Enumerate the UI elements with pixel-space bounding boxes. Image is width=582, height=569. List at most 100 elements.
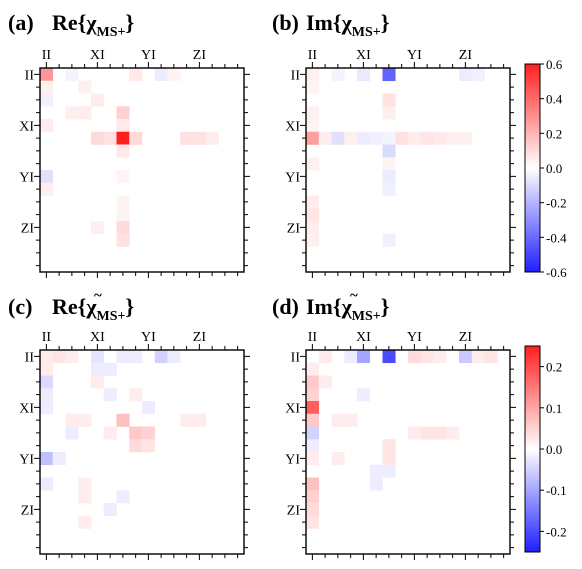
- heatmap-cell: [306, 157, 320, 171]
- heatmap-cell: [306, 413, 320, 427]
- heatmap-cell: [306, 490, 320, 504]
- y-tick-label: ZI: [21, 221, 35, 236]
- x-tick-label: ZI: [459, 330, 473, 345]
- x-tick-label: YI: [141, 48, 156, 63]
- heatmap-cell: [382, 439, 396, 453]
- y-tick-label: YI: [19, 170, 34, 185]
- heatmap-cell: [116, 144, 130, 158]
- y-tick-label: II: [25, 68, 35, 83]
- colorbar-tick-label: 0.2: [546, 360, 562, 375]
- x-tick-label: ZI: [459, 48, 473, 63]
- panel-title: Re{χMS+}: [52, 10, 134, 40]
- heatmap-cell: [408, 426, 422, 440]
- heatmap-cell: [306, 195, 320, 209]
- panel-a: II II XI XI YI YI ZI ZI (a) Re{χMS+}: [8, 10, 250, 278]
- heatmap-cell: [331, 131, 345, 145]
- heatmap-cell: [306, 106, 320, 120]
- heatmap-cell: [420, 426, 434, 440]
- x-tick-label: XI: [356, 48, 371, 63]
- y-tick-label: XI: [19, 119, 34, 134]
- panel-title: Im{χMS+}: [306, 294, 389, 324]
- heatmap-cell: [40, 362, 54, 376]
- plot-frame: [39, 349, 245, 555]
- colorbar-tick-label: -0.2: [546, 196, 567, 211]
- heatmap-cell: [180, 131, 194, 145]
- y-tick-label: XI: [19, 401, 34, 416]
- heatmap-cell: [116, 490, 130, 504]
- x-tick-label: XI: [90, 330, 105, 345]
- x-tick-label: II: [308, 330, 318, 345]
- heatmap-cell: [382, 233, 396, 247]
- panel-d: II II XI XI YI YI ZI ZI (d) Im{χMS+}~: [272, 288, 516, 560]
- heatmap-cell: [306, 208, 320, 222]
- heatmap-cell: [180, 413, 194, 427]
- heatmap-cell: [369, 131, 383, 145]
- y-tick-label: II: [291, 350, 301, 365]
- heatmap-cell: [306, 439, 320, 453]
- heatmap-cell: [40, 477, 54, 491]
- panel-label: (d): [272, 294, 299, 319]
- heatmap-cell: [446, 131, 460, 145]
- y-tick-label: II: [25, 350, 35, 365]
- heatmap-cell: [459, 350, 473, 364]
- heatmap-cell: [167, 68, 181, 82]
- plot-frame: [305, 349, 511, 555]
- x-tick-label: II: [42, 48, 52, 63]
- heatmap-cell: [382, 144, 396, 158]
- heatmap-cell: [408, 131, 422, 145]
- colorbar-scale: [524, 345, 541, 553]
- heatmap-cell: [382, 464, 396, 478]
- heatmap-cell: [65, 413, 79, 427]
- heatmap-cell: [306, 401, 320, 415]
- colorbar-tick-label: -0.4: [546, 230, 567, 245]
- y-tick-label: XI: [285, 401, 300, 416]
- heatmap-cell: [306, 233, 320, 247]
- x-tick-label: II: [308, 48, 318, 63]
- heatmap-cell: [116, 195, 130, 209]
- y-tick-label: ZI: [287, 221, 301, 236]
- heatmap-cell: [382, 182, 396, 196]
- heatmap-cell: [40, 170, 54, 184]
- heatmap-cell: [40, 375, 54, 389]
- heatmap-cell: [116, 233, 130, 247]
- heatmap-cell: [357, 350, 371, 364]
- colorbar-tick-label: 0.6: [546, 57, 563, 72]
- heatmap-cell: [318, 375, 332, 389]
- heatmap-cell: [40, 401, 54, 415]
- y-tick-label: ZI: [21, 503, 35, 518]
- heatmap-cell: [382, 170, 396, 184]
- heatmap-cell: [154, 350, 168, 364]
- heatmap-cell: [52, 350, 66, 364]
- heatmap-cell: [369, 464, 383, 478]
- heatmap-cell: [78, 80, 92, 94]
- panel-label: (b): [272, 10, 299, 35]
- heatmap-cell: [129, 350, 143, 364]
- x-tick-label: XI: [90, 48, 105, 63]
- heatmap-cell: [129, 439, 143, 453]
- x-tick-label: YI: [407, 330, 422, 345]
- colorbar-tick-label: 0.4: [546, 92, 563, 107]
- heatmap-cell: [433, 426, 447, 440]
- heatmap-cell: [103, 362, 117, 376]
- heatmap-cell: [193, 413, 207, 427]
- heatmap-cell: [382, 68, 396, 82]
- panel-label: (a): [8, 10, 34, 35]
- heatmap-cell: [78, 413, 92, 427]
- heatmap-cell: [382, 350, 396, 364]
- x-tick-label: XI: [356, 330, 371, 345]
- heatmap-cell: [382, 131, 396, 145]
- heatmap-cell: [471, 350, 485, 364]
- heatmap-cell: [91, 350, 105, 364]
- heatmap-cell: [357, 68, 371, 82]
- heatmap-cell: [91, 375, 105, 389]
- heatmap-cell: [382, 157, 396, 171]
- heatmap-cell: [433, 350, 447, 364]
- heatmap-cell: [116, 221, 130, 235]
- heatmap-cell: [395, 131, 409, 145]
- heatmap-cell: [91, 362, 105, 376]
- panel-c: II II XI XI YI YI ZI ZI (c) Re{χMS+}~: [8, 288, 250, 560]
- heatmap-cell: [116, 208, 130, 222]
- heatmap-cell: [103, 503, 117, 517]
- plot-frame: [39, 67, 245, 273]
- heatmap-cell: [40, 80, 54, 94]
